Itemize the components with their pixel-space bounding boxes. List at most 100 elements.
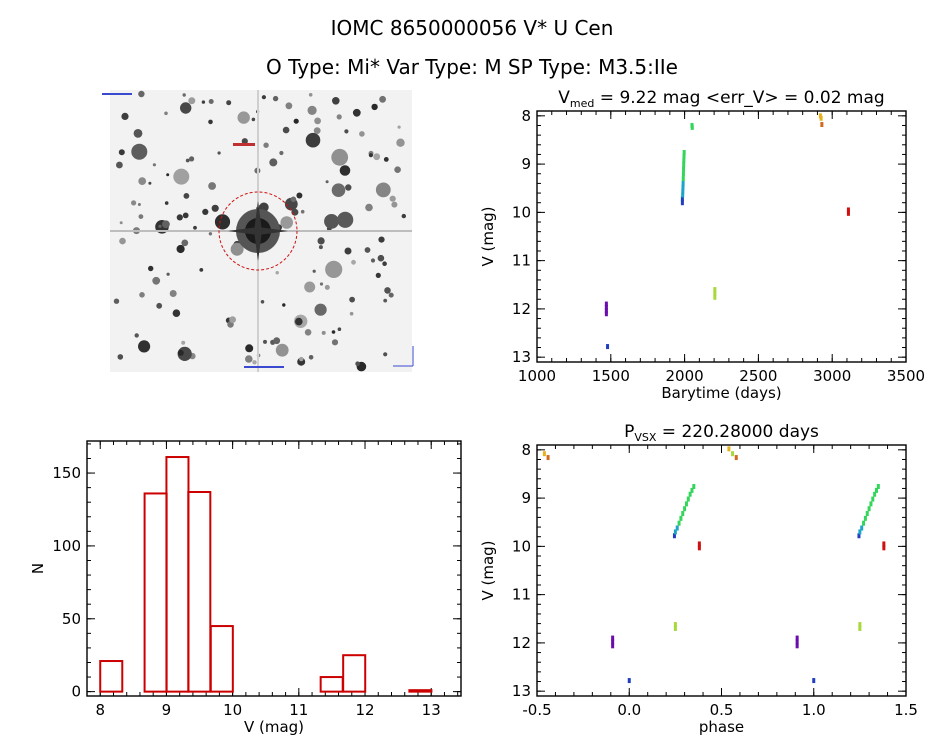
phase-title: PVSX = 220.28000 days (624, 422, 819, 444)
histogram-ytick-label: 100 (52, 537, 81, 555)
finder-star (180, 102, 192, 114)
finder-star (182, 212, 189, 219)
finder-star (304, 281, 316, 293)
phase-ytick-label: 10 (512, 537, 531, 555)
finder-star (319, 282, 324, 286)
finder-star (237, 111, 250, 124)
phase-point (679, 515, 683, 521)
phase-point (867, 506, 871, 512)
lightcurve-point (606, 344, 610, 350)
finder-star (208, 232, 213, 236)
phase-point (690, 487, 694, 493)
phase-point (697, 541, 701, 547)
finder-star (208, 182, 217, 190)
finder-star (119, 237, 126, 245)
finder-star (263, 142, 269, 148)
finder-star (331, 183, 346, 197)
phase-point (681, 511, 685, 517)
phase-point (857, 533, 861, 539)
finder-star (116, 161, 123, 169)
lightcurve-point (681, 188, 685, 194)
finder-chart (102, 90, 414, 372)
phase-point (673, 625, 677, 631)
finder-star (313, 127, 321, 134)
finder-star (185, 158, 190, 163)
lightcurve-point (680, 196, 684, 202)
finder-star (172, 309, 181, 318)
phase-point (672, 533, 676, 539)
histogram-bar (165, 456, 190, 693)
phase-ylabel: V (mag) (479, 540, 497, 600)
finder-star (290, 196, 297, 203)
finder-star (318, 245, 323, 250)
phase-xtick-label: -0.5 (522, 701, 551, 719)
phase-point (869, 501, 873, 507)
phase-point (611, 635, 615, 641)
histogram-bar (408, 689, 433, 693)
finder-corner-mark (102, 93, 132, 95)
finder-star (148, 181, 152, 185)
finder-star (336, 114, 342, 120)
lightcurve-point (681, 176, 685, 182)
finder-star (148, 265, 154, 272)
histogram-xlabel: V (mag) (244, 718, 304, 736)
finder-star (152, 276, 161, 285)
finder-star (324, 284, 330, 290)
finder-star (183, 193, 190, 199)
lightcurve-ylabel: V (mag) (479, 206, 497, 266)
finder-star (181, 340, 186, 345)
phase-point (795, 639, 799, 645)
finder-star (384, 287, 391, 294)
lightcurve-ytick-label: 9 (521, 155, 531, 173)
histogram-xtick-label: 9 (162, 701, 172, 719)
phase-ytick-label: 13 (512, 682, 531, 700)
finder-star (383, 298, 388, 303)
finder-star (260, 300, 265, 304)
finder-star (199, 268, 204, 272)
finder-target-spike (254, 201, 262, 261)
phase-ytick-label: 9 (521, 489, 531, 507)
finder-star (217, 151, 221, 155)
finder-star (208, 119, 213, 125)
histogram-xtick-label: 10 (223, 701, 242, 719)
finder-star (370, 258, 376, 263)
histogram-bar (209, 625, 234, 693)
lightcurve-ytick-label: 11 (512, 252, 531, 270)
phase-point (858, 529, 862, 535)
phase-ytick-label: 12 (512, 634, 531, 652)
finder-star (211, 204, 219, 212)
page-subtitle: O Type: Mi* Var Type: M SP Type: M3.5:II… (266, 55, 678, 79)
finder-star (401, 213, 406, 219)
phase-point (673, 622, 677, 628)
finder-star (324, 214, 339, 229)
finder-star (331, 330, 336, 334)
finder-star (325, 180, 329, 184)
finder-star (252, 360, 257, 365)
phase-point (874, 487, 878, 493)
phase-point (611, 643, 615, 649)
finder-star (375, 182, 391, 198)
finder-star (378, 236, 385, 243)
phase-point (675, 525, 679, 531)
finder-star (371, 103, 378, 111)
finder-star (229, 316, 237, 323)
phase-point (734, 455, 738, 461)
finder-star (208, 99, 214, 104)
lightcurve-xlabel: Barytime (days) (661, 384, 781, 402)
histogram-ytick-label: 150 (52, 464, 81, 482)
lightcurve-point (846, 207, 850, 213)
finder-star (272, 95, 279, 102)
lightcurve-point (713, 287, 717, 293)
finder-star (131, 200, 137, 206)
phase-ytick-label: 11 (512, 586, 531, 604)
histogram-bar (187, 491, 212, 693)
finder-star (351, 259, 356, 265)
finder-star (275, 343, 289, 357)
finder-star (182, 93, 186, 97)
finder-scale-mark (244, 366, 284, 368)
lightcurve-point (819, 115, 823, 121)
finder-star (176, 244, 185, 254)
phase-frame (536, 444, 907, 697)
lightcurve-point (604, 301, 608, 307)
finder-star (230, 242, 244, 256)
